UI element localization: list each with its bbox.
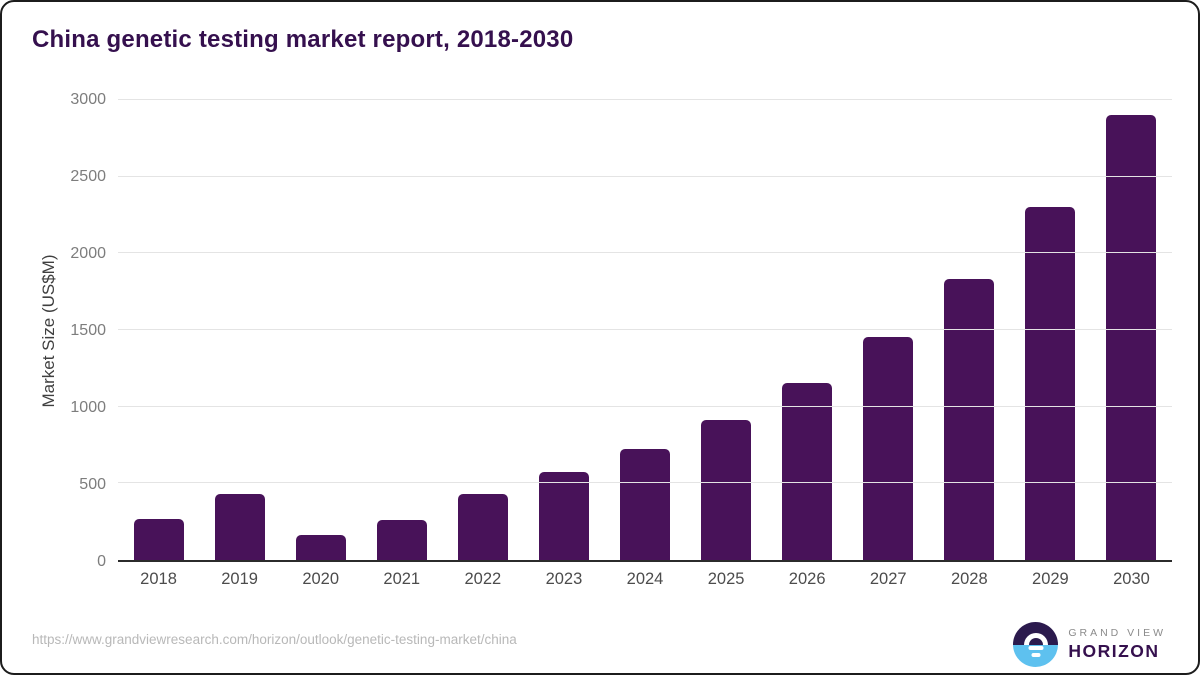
bar-2019 bbox=[214, 493, 265, 560]
logo-sun-arch bbox=[1023, 632, 1048, 645]
logo-reflection-line-2 bbox=[1031, 653, 1041, 657]
bar-slot-2025 bbox=[686, 100, 767, 560]
y-tick-0: 0 bbox=[97, 553, 106, 570]
bar-slot-2019 bbox=[199, 100, 280, 560]
x-tick-2024: 2024 bbox=[626, 570, 664, 588]
y-tick-500: 500 bbox=[79, 476, 106, 494]
bar-2026 bbox=[782, 383, 833, 560]
bar-slot-2029 bbox=[1010, 100, 1091, 560]
brand-text: GRAND VIEW HORIZON bbox=[1068, 627, 1166, 662]
gridline-3000 bbox=[118, 99, 1172, 100]
logo-reflection-line-1 bbox=[1028, 646, 1044, 650]
x-tick-2020: 2020 bbox=[302, 570, 340, 588]
x-tick-2018: 2018 bbox=[140, 570, 177, 588]
bar-2028 bbox=[944, 279, 995, 560]
bar-2022 bbox=[457, 494, 508, 560]
bar-2018 bbox=[133, 519, 184, 560]
bar-slot-2023 bbox=[523, 100, 604, 560]
y-tick-2500: 2500 bbox=[70, 168, 106, 185]
bar-slot-2020 bbox=[280, 100, 361, 560]
x-tick-2027: 2027 bbox=[869, 570, 907, 588]
bar-2023 bbox=[538, 471, 589, 560]
x-tick-2025: 2025 bbox=[707, 570, 745, 588]
bar-series bbox=[118, 100, 1172, 560]
bar-slot-2030 bbox=[1091, 100, 1172, 560]
x-tick-2026: 2026 bbox=[788, 570, 826, 588]
bar-2027 bbox=[863, 337, 914, 560]
bar-slot-2026 bbox=[767, 100, 848, 560]
x-tick-2021: 2021 bbox=[383, 570, 421, 588]
page-title: China genetic testing market report, 201… bbox=[32, 26, 574, 53]
gridline-500 bbox=[118, 482, 1172, 484]
y-tick-3000: 3000 bbox=[70, 91, 106, 108]
bar-slot-2022 bbox=[442, 100, 523, 560]
bar-2029 bbox=[1025, 206, 1076, 560]
x-tick-2023: 2023 bbox=[545, 570, 583, 588]
bar-2030 bbox=[1106, 115, 1157, 560]
gridline-1500 bbox=[118, 329, 1172, 330]
y-axis-tick-labels: 0 500 1000 1500 2000 2500 3000 bbox=[2, 92, 106, 570]
bar-slot-2024 bbox=[604, 100, 685, 560]
source-url: https://www.grandviewresearch.com/horizo… bbox=[32, 632, 517, 647]
x-tick-2028: 2028 bbox=[950, 570, 988, 588]
y-tick-1000: 1000 bbox=[70, 399, 106, 417]
gridline-1000 bbox=[118, 405, 1172, 407]
bar-slot-2021 bbox=[361, 100, 442, 560]
bar-slot-2028 bbox=[929, 100, 1010, 560]
x-tick-2022: 2022 bbox=[464, 570, 502, 588]
bar-slot-2027 bbox=[848, 100, 929, 560]
bar-slot-2018 bbox=[118, 100, 199, 560]
grand-view-horizon-logo-icon bbox=[1013, 622, 1059, 667]
x-tick-2029: 2029 bbox=[1032, 570, 1069, 588]
brand-name-bottom: HORIZON bbox=[1068, 641, 1160, 661]
plot-area bbox=[118, 99, 1172, 562]
brand-name-top: GRAND VIEW bbox=[1068, 627, 1166, 639]
gridline-2500 bbox=[118, 175, 1172, 177]
bar-2025 bbox=[701, 419, 752, 560]
y-tick-2000: 2000 bbox=[70, 245, 106, 263]
bar-2020 bbox=[295, 534, 346, 560]
gridline-2000 bbox=[118, 252, 1172, 254]
bar-2021 bbox=[376, 519, 427, 560]
bar-2024 bbox=[620, 448, 670, 560]
x-axis-tick-labels: 2018 2019 2020 2021 2022 2023 2024 2025 2026 2027… bbox=[118, 570, 1172, 594]
x-tick-2019: 2019 bbox=[221, 570, 258, 588]
x-tick-2030: 2030 bbox=[1113, 570, 1150, 588]
brand-lockup: GRAND VIEW HORIZON bbox=[1013, 622, 1166, 667]
y-tick-1500: 1500 bbox=[70, 322, 106, 339]
